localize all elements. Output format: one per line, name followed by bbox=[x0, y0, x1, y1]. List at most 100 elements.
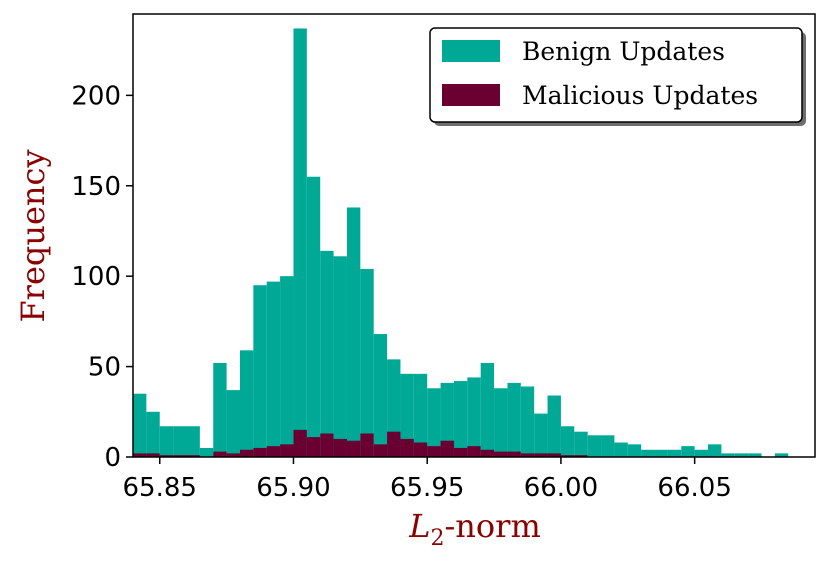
legend-label-benign: Benign Updates bbox=[522, 37, 725, 66]
malicious-bar-2 bbox=[159, 455, 174, 457]
malicious-bar-28 bbox=[520, 453, 535, 457]
malicious-bar-10 bbox=[280, 444, 294, 457]
benign-bar-36 bbox=[614, 442, 628, 457]
benign-bar-8 bbox=[239, 350, 254, 457]
benign-bar-5 bbox=[199, 447, 214, 457]
benign-bar-15 bbox=[333, 256, 347, 457]
benign-bar-16 bbox=[346, 207, 361, 457]
benign-bar-43 bbox=[708, 444, 722, 457]
benign-bar-22 bbox=[427, 388, 441, 457]
malicious-bar-16 bbox=[360, 433, 374, 457]
x-axis-title-suffix: -norm bbox=[444, 507, 540, 545]
malicious-bar-4 bbox=[186, 455, 200, 457]
malicious-bar-25 bbox=[480, 449, 495, 457]
benign-bar-6 bbox=[213, 362, 227, 457]
malicious-bar-20 bbox=[413, 442, 428, 457]
benign-bar-21 bbox=[413, 373, 428, 457]
malicious-bar-22 bbox=[440, 440, 454, 457]
benign-bar-11 bbox=[280, 276, 294, 457]
benign-bar-10 bbox=[266, 281, 281, 457]
benign-bar-31 bbox=[547, 395, 561, 457]
benign-bar-20 bbox=[400, 373, 414, 457]
malicious-bars bbox=[133, 429, 588, 457]
benign-bar-27 bbox=[494, 388, 508, 457]
benign-bar-32 bbox=[560, 426, 575, 457]
benign-bar-23 bbox=[440, 382, 454, 457]
benign-bar-39 bbox=[654, 449, 668, 457]
malicious-bar-0 bbox=[133, 453, 147, 457]
y-tick-label: 0 bbox=[104, 443, 121, 473]
benign-bar-38 bbox=[641, 449, 655, 457]
x-axis-title: L2-norm bbox=[408, 507, 541, 551]
malicious-bar-1 bbox=[146, 453, 160, 457]
malicious-bar-29 bbox=[534, 453, 548, 457]
y-tick-label: 150 bbox=[71, 172, 121, 202]
benign-bar-46 bbox=[748, 453, 762, 457]
x-axis: 65.85 65.90 65.95 66.00 66.05 bbox=[123, 457, 732, 503]
malicious-bar-11 bbox=[293, 429, 307, 457]
legend-swatch-benign bbox=[442, 40, 500, 62]
benign-bar-37 bbox=[627, 444, 642, 457]
malicious-bar-30 bbox=[547, 453, 561, 457]
benign-bar-42 bbox=[694, 449, 709, 457]
benign-bar-14 bbox=[320, 250, 334, 457]
benign-bar-33 bbox=[574, 431, 588, 457]
malicious-bar-23 bbox=[453, 447, 468, 457]
legend: Benign Updates Malicious Updates bbox=[429, 27, 806, 126]
benign-bar-7 bbox=[226, 390, 240, 457]
legend-label-malicious: Malicious Updates bbox=[522, 81, 758, 110]
y-tick-label: 100 bbox=[71, 262, 121, 292]
benign-bar-13 bbox=[306, 176, 321, 458]
benign-bar-28 bbox=[507, 382, 521, 457]
malicious-bar-5 bbox=[213, 451, 227, 457]
malicious-bar-31 bbox=[560, 455, 575, 457]
benign-bars bbox=[133, 28, 789, 458]
y-tick-label: 200 bbox=[71, 81, 121, 111]
x-tick-label: 66.00 bbox=[524, 473, 598, 503]
x-axis-title-main: L bbox=[408, 507, 430, 545]
benign-bar-17 bbox=[360, 268, 374, 457]
malicious-bar-8 bbox=[253, 447, 267, 457]
malicious-bar-17 bbox=[373, 444, 388, 457]
malicious-bar-14 bbox=[333, 438, 347, 457]
benign-bar-25 bbox=[467, 377, 481, 457]
malicious-bar-24 bbox=[467, 446, 481, 457]
benign-bar-44 bbox=[721, 453, 735, 457]
x-axis-title-subscript: 2 bbox=[430, 526, 444, 551]
malicious-bar-15 bbox=[346, 440, 361, 457]
malicious-bar-13 bbox=[320, 433, 334, 457]
malicious-bar-7 bbox=[239, 449, 254, 457]
benign-bar-3 bbox=[173, 426, 187, 457]
malicious-bar-6 bbox=[226, 453, 240, 457]
benign-bar-41 bbox=[681, 446, 695, 457]
x-tick-label: 65.95 bbox=[390, 473, 464, 503]
benign-bar-2 bbox=[159, 426, 174, 457]
benign-bar-45 bbox=[734, 453, 749, 457]
benign-bar-26 bbox=[480, 362, 495, 457]
legend-swatch-malicious bbox=[442, 84, 500, 106]
y-axis-title: Frequency bbox=[14, 149, 52, 322]
malicious-bar-26 bbox=[494, 451, 508, 457]
malicious-bar-27 bbox=[507, 451, 521, 457]
malicious-bar-18 bbox=[387, 431, 401, 457]
benign-bar-9 bbox=[253, 285, 267, 457]
y-tick-label: 50 bbox=[88, 353, 121, 383]
benign-bar-40 bbox=[667, 449, 682, 457]
malicious-bar-12 bbox=[306, 437, 321, 457]
benign-bar-0 bbox=[133, 393, 147, 457]
benign-bar-34 bbox=[587, 435, 602, 457]
benign-bar-24 bbox=[453, 381, 468, 457]
x-tick-label: 65.90 bbox=[256, 473, 330, 503]
benign-bar-30 bbox=[534, 413, 548, 457]
plot-frame bbox=[132, 13, 816, 458]
malicious-bar-21 bbox=[427, 446, 441, 457]
benign-bar-35 bbox=[601, 435, 615, 457]
malicious-bar-32 bbox=[574, 455, 588, 457]
benign-bar-12 bbox=[293, 28, 307, 457]
benign-bar-18 bbox=[373, 334, 388, 457]
benign-bar-29 bbox=[520, 386, 535, 457]
benign-bar-4 bbox=[186, 426, 200, 457]
malicious-bar-19 bbox=[400, 438, 414, 457]
x-tick-label: 65.85 bbox=[123, 473, 197, 503]
